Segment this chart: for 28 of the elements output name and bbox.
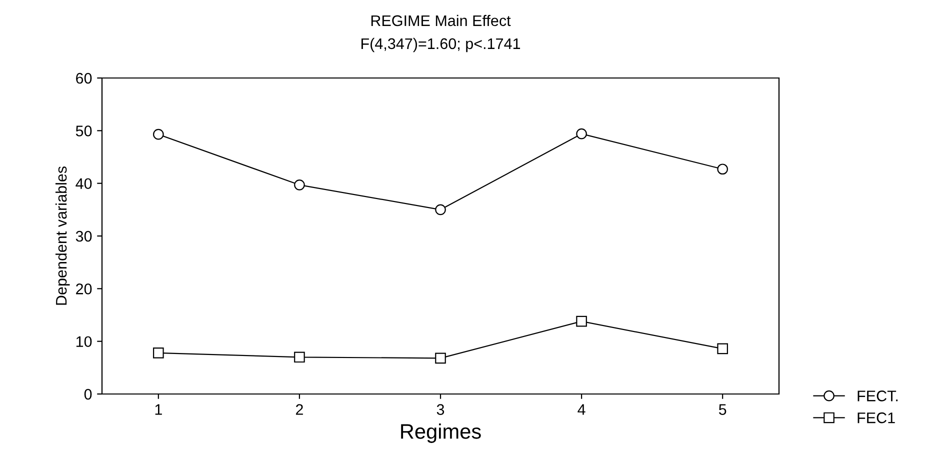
point <box>435 204 446 216</box>
point <box>717 164 728 175</box>
point <box>153 128 164 140</box>
legend-label: FECT. <box>858 390 898 402</box>
y-axis-title: Dependent variables <box>55 166 70 305</box>
chart-title: REGIME Main Effect <box>371 14 511 26</box>
y-tick-label: 10 <box>76 336 92 348</box>
y-tick-label: 0 <box>84 388 92 400</box>
point <box>294 352 305 363</box>
x-tick-label: 3 <box>436 404 444 415</box>
x-tick-label: 5 <box>718 404 726 415</box>
y-tick-label: 40 <box>76 178 92 190</box>
x-tick-label: 2 <box>296 404 303 415</box>
y-tick-label: 50 <box>76 126 92 136</box>
y-tick-label: 60 <box>76 72 92 84</box>
point <box>717 343 728 354</box>
point <box>576 316 587 327</box>
point <box>576 128 587 140</box>
x-tick-label: 4 <box>578 404 586 415</box>
x-tick-label: 1 <box>155 404 162 415</box>
x-axis-title: Regimes <box>401 424 481 443</box>
point <box>153 348 164 358</box>
y-tick-label: 30 <box>76 230 92 242</box>
chart-subtitle: F(4,347)=1.60; p<.1741 <box>361 38 520 52</box>
point <box>294 180 305 190</box>
y-tick-label: 20 <box>76 284 92 294</box>
point <box>435 352 446 364</box>
legend-label: FEC1 <box>858 412 895 424</box>
